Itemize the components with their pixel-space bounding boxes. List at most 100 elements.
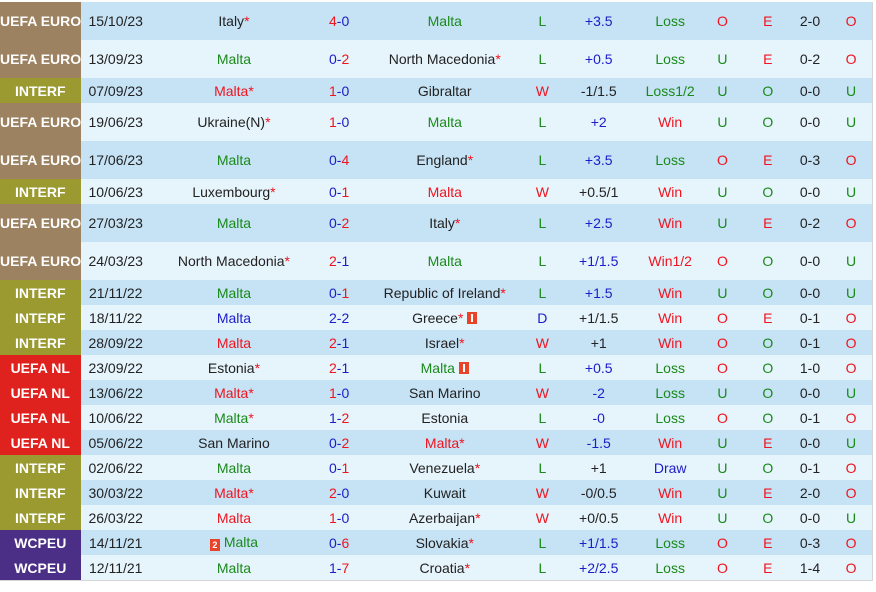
home-team[interactable]: Malta: [150, 330, 317, 355]
league-badge[interactable]: INTERF: [0, 505, 81, 530]
score[interactable]: 2-1: [316, 355, 362, 380]
league-badge[interactable]: INTERF: [0, 179, 81, 204]
away-team[interactable]: England*: [361, 141, 529, 179]
score[interactable]: 0-1: [316, 280, 362, 305]
league-badge[interactable]: UEFA NL: [0, 380, 81, 405]
away-team[interactable]: North Macedonia*: [361, 40, 529, 78]
table-row[interactable]: UEFA EURO 15/10/23 Italy* 4-0 Malta L +3…: [0, 2, 873, 40]
away-team[interactable]: Republic of Ireland*: [361, 280, 529, 305]
league-badge[interactable]: UEFA EURO: [0, 40, 81, 78]
away-team[interactable]: Malta: [361, 355, 529, 380]
away-team[interactable]: Malta: [361, 242, 529, 280]
table-row[interactable]: UEFA NL 13/06/22 Malta* 1-0 San Marino W…: [0, 380, 873, 405]
home-team[interactable]: Estonia*: [150, 355, 317, 380]
table-row[interactable]: INTERF 07/09/23 Malta* 1-0 Gibraltar W -…: [0, 78, 873, 103]
league-badge[interactable]: INTERF: [0, 330, 81, 355]
table-row[interactable]: UEFA EURO 19/06/23 Ukraine(N)* 1-0 Malta…: [0, 103, 873, 141]
score[interactable]: 4-0: [316, 2, 362, 40]
score[interactable]: 0-2: [316, 430, 362, 455]
home-team[interactable]: San Marino: [150, 430, 317, 455]
score[interactable]: 0-6: [316, 530, 362, 555]
score[interactable]: 0-2: [316, 40, 362, 78]
away-team[interactable]: Malta: [361, 179, 529, 204]
league-badge[interactable]: INTERF: [0, 78, 81, 103]
league-badge[interactable]: UEFA NL: [0, 405, 81, 430]
away-team[interactable]: Slovakia*: [361, 530, 529, 555]
away-team[interactable]: Israel*: [361, 330, 529, 355]
league-badge[interactable]: UEFA NL: [0, 355, 81, 380]
away-team[interactable]: Malta: [361, 103, 529, 141]
score[interactable]: 0-1: [316, 455, 362, 480]
home-team[interactable]: Malta*: [150, 78, 317, 103]
league-badge[interactable]: WCPEU: [0, 530, 81, 555]
away-team[interactable]: Azerbaijan*: [361, 505, 529, 530]
table-row[interactable]: UEFA EURO 13/09/23 Malta 0-2 North Maced…: [0, 40, 873, 78]
table-row[interactable]: INTERF 28/09/22 Malta 2-1 Israel* W +1 W…: [0, 330, 873, 355]
home-team[interactable]: Malta*: [150, 380, 317, 405]
home-team[interactable]: Malta: [150, 141, 317, 179]
score[interactable]: 1-0: [316, 78, 362, 103]
league-badge[interactable]: UEFA NL: [0, 430, 81, 455]
table-row[interactable]: INTERF 02/06/22 Malta 0-1 Venezuela* L +…: [0, 455, 873, 480]
home-team[interactable]: Italy*: [150, 2, 317, 40]
away-team[interactable]: Gibraltar: [361, 78, 529, 103]
away-team[interactable]: Malta: [361, 2, 529, 40]
table-row[interactable]: UEFA EURO 24/03/23 North Macedonia* 2-1 …: [0, 242, 873, 280]
home-team[interactable]: Luxembourg*: [150, 179, 317, 204]
league-badge[interactable]: INTERF: [0, 480, 81, 505]
league-badge[interactable]: INTERF: [0, 305, 81, 330]
score[interactable]: 1-0: [316, 505, 362, 530]
away-team[interactable]: San Marino: [361, 380, 529, 405]
home-team[interactable]: Ukraine(N)*: [150, 103, 317, 141]
home-team[interactable]: Malta*: [150, 405, 317, 430]
table-row[interactable]: INTERF 30/03/22 Malta* 2-0 Kuwait W -0/0…: [0, 480, 873, 505]
home-team[interactable]: Malta*: [150, 480, 317, 505]
score[interactable]: 1-2: [316, 405, 362, 430]
score[interactable]: 1-7: [316, 555, 362, 581]
away-team[interactable]: Estonia: [361, 405, 529, 430]
home-team[interactable]: North Macedonia*: [150, 242, 317, 280]
score[interactable]: 2-1: [316, 330, 362, 355]
away-team[interactable]: Croatia*: [361, 555, 529, 581]
league-badge[interactable]: WCPEU: [0, 555, 81, 581]
table-row[interactable]: INTERF 21/11/22 Malta 0-1 Republic of Ir…: [0, 280, 873, 305]
score[interactable]: 1-0: [316, 103, 362, 141]
score[interactable]: 0-2: [316, 204, 362, 242]
table-row[interactable]: WCPEU 14/11/21 2 Malta 0-6 Slovakia* L +1…: [0, 530, 873, 555]
table-row[interactable]: UEFA NL 05/06/22 San Marino 0-2 Malta* W…: [0, 430, 873, 455]
home-team[interactable]: 2 Malta: [150, 530, 317, 555]
league-badge[interactable]: INTERF: [0, 280, 81, 305]
away-team[interactable]: Kuwait: [361, 480, 529, 505]
table-row[interactable]: UEFA NL 10/06/22 Malta* 1-2 Estonia L -0…: [0, 405, 873, 430]
away-team[interactable]: Italy*: [361, 204, 529, 242]
score[interactable]: 1-0: [316, 380, 362, 405]
league-badge[interactable]: UEFA EURO: [0, 2, 81, 40]
table-row[interactable]: UEFA EURO 27/03/23 Malta 0-2 Italy* L +2…: [0, 204, 873, 242]
league-badge[interactable]: INTERF: [0, 455, 81, 480]
away-team[interactable]: Greece*: [361, 305, 529, 330]
away-team[interactable]: Venezuela*: [361, 455, 529, 480]
league-badge[interactable]: UEFA EURO: [0, 204, 81, 242]
table-row[interactable]: INTERF 26/03/22 Malta 1-0 Azerbaijan* W …: [0, 505, 873, 530]
home-team[interactable]: Malta: [150, 40, 317, 78]
home-team[interactable]: Malta: [150, 280, 317, 305]
league-badge[interactable]: UEFA EURO: [0, 141, 81, 179]
table-row[interactable]: INTERF 18/11/22 Malta 2-2 Greece* D +1/1…: [0, 305, 873, 330]
table-row[interactable]: WCPEU 12/11/21 Malta 1-7 Croatia* L +2/2…: [0, 555, 873, 581]
table-row[interactable]: UEFA EURO 17/06/23 Malta 0-4 England* L …: [0, 141, 873, 179]
home-team[interactable]: Malta: [150, 455, 317, 480]
home-team[interactable]: Malta: [150, 305, 317, 330]
league-badge[interactable]: UEFA EURO: [0, 103, 81, 141]
score[interactable]: 2-0: [316, 480, 362, 505]
score[interactable]: 0-1: [316, 179, 362, 204]
table-row[interactable]: INTERF 10/06/23 Luxembourg* 0-1 Malta W …: [0, 179, 873, 204]
home-team[interactable]: Malta: [150, 505, 317, 530]
score[interactable]: 2-2: [316, 305, 362, 330]
away-team[interactable]: Malta*: [361, 430, 529, 455]
home-team[interactable]: Malta: [150, 204, 317, 242]
score[interactable]: 0-4: [316, 141, 362, 179]
score[interactable]: 2-1: [316, 242, 362, 280]
home-team[interactable]: Malta: [150, 555, 317, 581]
table-row[interactable]: UEFA NL 23/09/22 Estonia* 2-1 Malta L +0…: [0, 355, 873, 380]
league-badge[interactable]: UEFA EURO: [0, 242, 81, 280]
